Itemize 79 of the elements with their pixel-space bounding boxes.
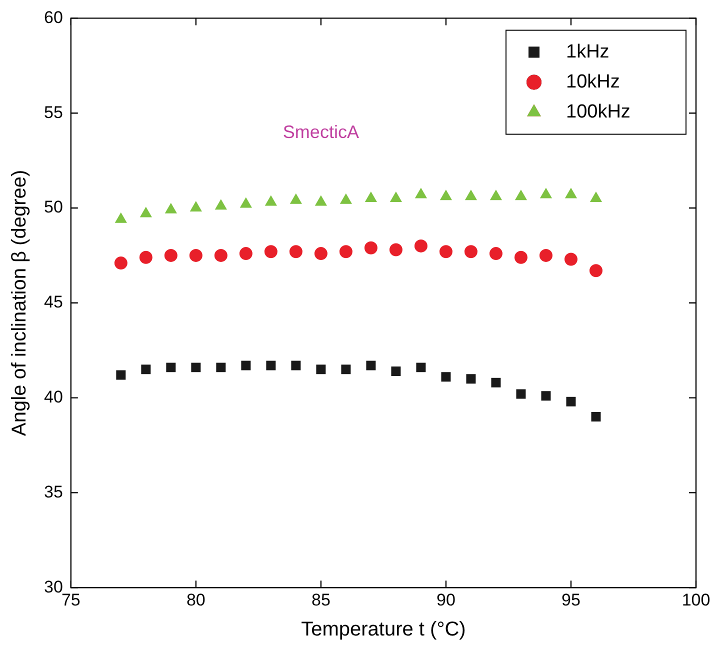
x-axis-title: Temperature t (°C) <box>301 618 466 641</box>
point <box>166 362 176 372</box>
point <box>116 370 126 380</box>
x-tick-label: 85 <box>311 590 330 610</box>
x-tick-label: 100 <box>682 590 710 610</box>
point <box>541 391 551 401</box>
point <box>516 389 526 399</box>
point <box>439 245 452 258</box>
point <box>164 248 178 262</box>
point <box>389 243 402 256</box>
point <box>366 360 376 370</box>
point <box>466 374 476 384</box>
point <box>564 252 578 266</box>
point <box>490 190 502 200</box>
point <box>214 248 228 262</box>
point <box>515 190 527 200</box>
point <box>491 378 501 388</box>
point <box>291 360 301 370</box>
x-tick-label: 80 <box>186 590 206 610</box>
point <box>216 362 226 372</box>
y-tick-label: 35 <box>44 482 63 502</box>
y-tick-label: 60 <box>44 8 63 27</box>
point <box>314 247 328 260</box>
point <box>416 362 426 372</box>
point <box>241 360 251 370</box>
point <box>264 245 278 258</box>
point <box>239 247 252 260</box>
y-tick-label: 40 <box>44 387 63 406</box>
point <box>590 192 602 202</box>
point <box>190 202 202 212</box>
legend-label: 100kHz <box>566 101 630 122</box>
point <box>315 196 327 206</box>
point <box>489 247 502 260</box>
point <box>589 264 602 278</box>
y-axis-title: Angle of inclination β (degree) <box>8 170 31 436</box>
x-tick-label: 75 <box>61 590 80 610</box>
point <box>191 362 201 372</box>
point <box>365 192 377 202</box>
legend-label: 1kHz <box>566 41 610 62</box>
point <box>289 245 302 258</box>
point <box>340 194 352 204</box>
point <box>540 188 552 198</box>
point <box>391 366 401 376</box>
point <box>390 192 402 202</box>
point <box>240 198 252 208</box>
point <box>316 364 326 374</box>
point <box>165 203 177 214</box>
y-tick-label: 50 <box>44 198 63 217</box>
point <box>141 364 151 374</box>
point <box>266 360 276 370</box>
point <box>539 248 552 262</box>
x-tick-label: 95 <box>562 590 580 610</box>
point <box>415 188 427 198</box>
point <box>115 212 127 223</box>
point <box>465 190 477 200</box>
y-tick-label: 30 <box>44 577 63 596</box>
y-tick-label: 45 <box>44 292 63 312</box>
point <box>565 188 577 198</box>
point <box>364 241 378 254</box>
point <box>189 248 202 262</box>
y-tick-label: 55 <box>44 102 63 122</box>
legend-label: 10kHz <box>566 71 620 92</box>
point <box>290 194 302 204</box>
point <box>139 250 152 264</box>
point <box>414 239 428 252</box>
point <box>566 396 576 406</box>
point <box>339 245 352 258</box>
point <box>464 245 478 258</box>
point <box>514 250 528 264</box>
point <box>591 412 601 422</box>
point <box>265 196 277 206</box>
x-tick-label: 90 <box>436 590 456 610</box>
point <box>140 207 152 218</box>
point <box>440 190 452 200</box>
point <box>341 364 351 374</box>
annotation: SmecticA <box>282 122 359 142</box>
point <box>441 372 451 382</box>
point <box>215 200 227 210</box>
point <box>114 256 128 270</box>
